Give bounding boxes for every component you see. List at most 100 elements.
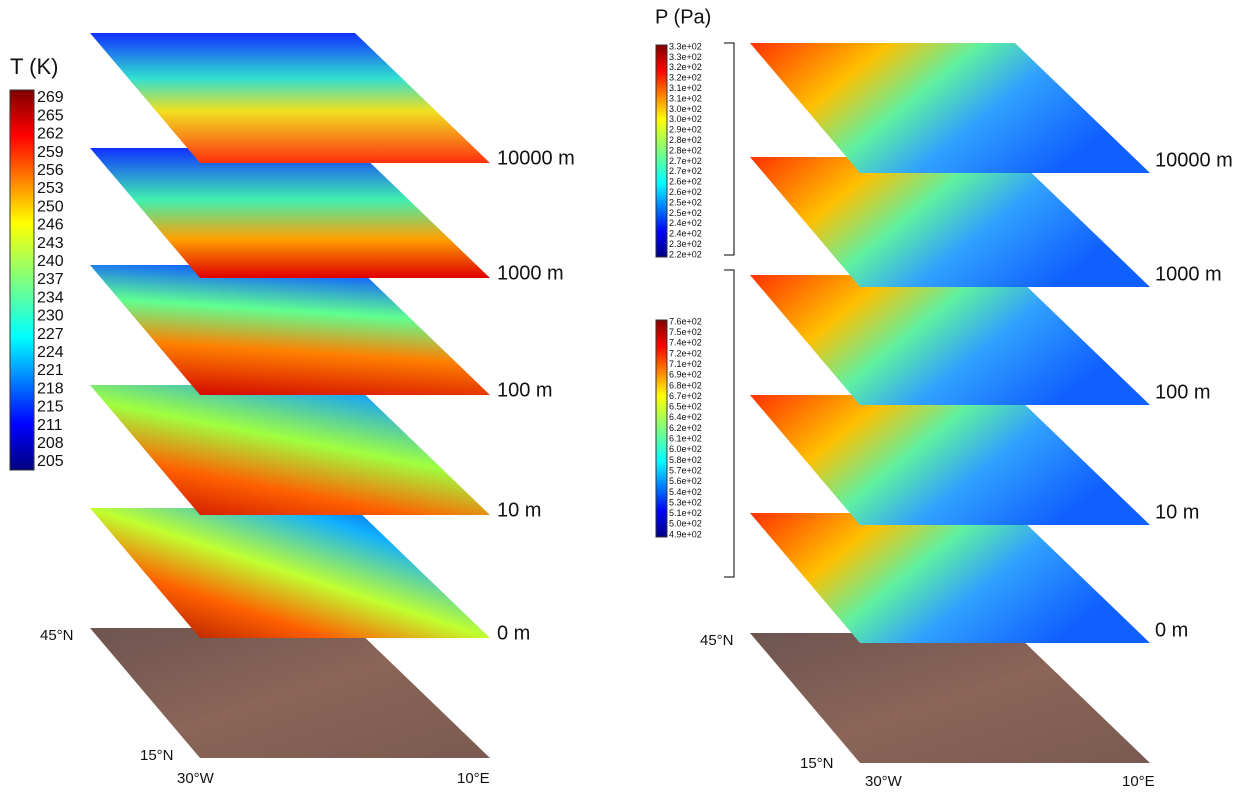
colorbar-label: 6.5e+02	[669, 402, 702, 412]
layer-label: 0 m	[497, 622, 530, 644]
colorbar-label: 6.2e+02	[669, 423, 702, 433]
colorbar-title: P (Pa)	[655, 6, 711, 28]
colorbar-label: 230	[37, 308, 64, 325]
colorbar-label: 2.4e+02	[669, 229, 702, 239]
colorbar-label: 3.0e+02	[669, 114, 702, 124]
temperature-layer	[90, 148, 490, 278]
colorbar-label: 234	[37, 289, 64, 306]
colorbar-label: 262	[37, 126, 64, 143]
colorbar-label: 2.6e+02	[669, 177, 702, 187]
colorbar-label: 5.1e+02	[669, 508, 702, 518]
colorbar-label: 5.8e+02	[669, 455, 702, 465]
corner-label: 45°N	[700, 632, 734, 649]
layer-label: 10000 m	[497, 147, 575, 169]
corner-label: 45°N	[40, 627, 74, 644]
basemap	[90, 628, 490, 758]
colorbar-label: 221	[37, 362, 64, 379]
colorbar-label: 211	[37, 417, 63, 434]
pressure-layer	[750, 395, 1150, 525]
colorbar-label: 2.7e+02	[669, 156, 702, 166]
figure: 10000 m1000 m100 m10 m0 mT (K)2692652622…	[0, 0, 1252, 791]
layer-label: 100 m	[497, 379, 553, 401]
colorbar-label: 2.2e+02	[669, 249, 702, 259]
pressure-layer	[750, 43, 1150, 173]
colorbar	[10, 90, 34, 470]
colorbar-label: 6.4e+02	[669, 412, 702, 422]
colorbar-label: 208	[37, 435, 64, 452]
colorbar-label: 5.6e+02	[669, 476, 702, 486]
colorbar-label: 253	[37, 180, 64, 197]
corner-label: 15°N	[800, 755, 834, 772]
colorbar-title: T (K)	[10, 54, 58, 79]
colorbar-label: 240	[37, 253, 64, 270]
colorbar-label: 205	[37, 453, 64, 470]
temperature-layer	[90, 385, 490, 515]
colorbar-label: 2.4e+02	[669, 218, 702, 228]
layer-label: 0 m	[1155, 619, 1188, 641]
colorbar-label: 237	[37, 271, 64, 288]
colorbar-label: 250	[37, 198, 64, 215]
temperature-layer	[90, 265, 490, 395]
colorbar-label: 6.1e+02	[669, 434, 702, 444]
colorbar-label: 7.2e+02	[669, 348, 702, 358]
colorbar-label: 2.3e+02	[669, 239, 702, 249]
colorbar-label: 2.8e+02	[669, 135, 702, 145]
colorbar	[656, 320, 667, 537]
layer-label: 10 m	[497, 499, 541, 521]
bracket	[724, 270, 734, 577]
colorbar-label: 2.9e+02	[669, 125, 702, 135]
colorbar-label: 218	[37, 380, 64, 397]
pressure-layer	[750, 157, 1150, 287]
colorbar-label: 224	[37, 344, 64, 361]
colorbar-label: 2.5e+02	[669, 208, 702, 218]
corner-label: 30°W	[177, 770, 215, 787]
colorbar-label: 7.1e+02	[669, 359, 702, 369]
colorbar-label: 5.7e+02	[669, 465, 702, 475]
colorbar-label: 2.6e+02	[669, 187, 702, 197]
bracket	[724, 43, 734, 255]
colorbar-label: 3.1e+02	[669, 83, 702, 93]
colorbar-label: 215	[37, 399, 64, 416]
colorbar-label: 3.0e+02	[669, 104, 702, 114]
pressure-layer	[750, 513, 1150, 643]
colorbar-label: 7.4e+02	[669, 338, 702, 348]
colorbar-label: 227	[37, 326, 64, 343]
corner-label: 10°E	[457, 770, 490, 787]
colorbar-label: 256	[37, 162, 64, 179]
colorbar-label: 5.3e+02	[669, 497, 702, 507]
layer-label: 10000 m	[1155, 149, 1233, 171]
colorbar-label: 269	[37, 89, 64, 106]
colorbar-label: 7.6e+02	[669, 316, 702, 326]
basemap	[750, 633, 1150, 763]
corner-label: 15°N	[140, 747, 174, 764]
colorbar-label: 3.3e+02	[669, 52, 702, 62]
colorbar-label: 2.7e+02	[669, 166, 702, 176]
corner-label: 10°E	[1122, 773, 1155, 790]
colorbar-label: 265	[37, 107, 64, 124]
layer-label: 1000 m	[497, 262, 564, 284]
colorbar-label: 3.1e+02	[669, 93, 702, 103]
layer-label: 10 m	[1155, 501, 1199, 523]
layer-label: 100 m	[1155, 381, 1211, 403]
colorbar-label: 246	[37, 217, 64, 234]
colorbar-label: 2.8e+02	[669, 145, 702, 155]
colorbar-label: 2.5e+02	[669, 197, 702, 207]
colorbar-label: 5.0e+02	[669, 519, 702, 529]
colorbar-label: 6.0e+02	[669, 444, 702, 454]
colorbar-label: 4.9e+02	[669, 529, 702, 539]
colorbar-label: 3.2e+02	[669, 73, 702, 83]
colorbar-label: 7.5e+02	[669, 327, 702, 337]
colorbar-label: 5.4e+02	[669, 487, 702, 497]
temperature-layer	[90, 33, 490, 163]
colorbar-label: 243	[37, 235, 64, 252]
colorbar	[656, 45, 667, 257]
colorbar-label: 6.8e+02	[669, 380, 702, 390]
pressure-layer	[750, 275, 1150, 405]
colorbar-label: 6.9e+02	[669, 370, 702, 380]
colorbar-label: 6.7e+02	[669, 391, 702, 401]
corner-label: 30°W	[865, 773, 903, 790]
colorbar-label: 3.3e+02	[669, 41, 702, 51]
colorbar-label: 3.2e+02	[669, 62, 702, 72]
colorbar-label: 259	[37, 144, 64, 161]
